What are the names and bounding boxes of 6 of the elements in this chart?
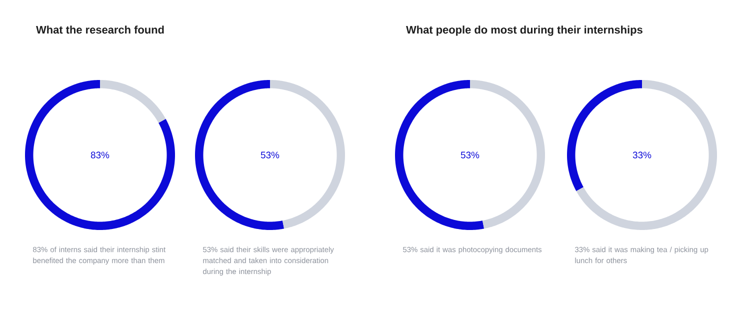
text: 83% [90, 152, 110, 158]
text: 33% [632, 152, 652, 158]
chart-title: What people do most during their internships [406, 26, 642, 36]
text: 53% [260, 152, 280, 158]
text: 53% [460, 152, 480, 158]
chart-title: What the research found [36, 26, 164, 34]
